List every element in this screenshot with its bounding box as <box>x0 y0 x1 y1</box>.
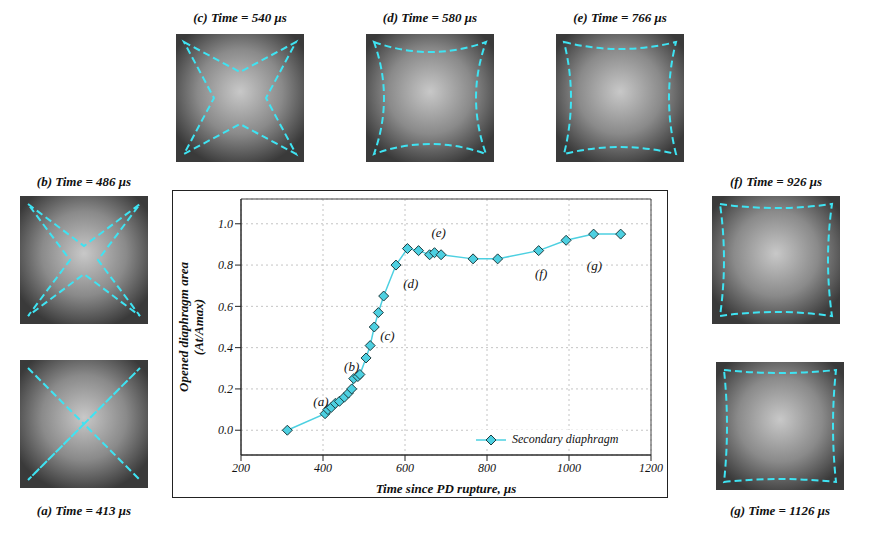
svg-text:(d): (d) <box>403 276 418 291</box>
html-text:Secondary diaphragm: Secondary diaphragm <box>512 432 619 446</box>
html-text:(g) Time = 1126 μs: (g) Time = 1126 μs <box>730 503 830 518</box>
html-text:(a) Time = 413 μs: (a) Time = 413 μs <box>36 503 132 518</box>
html-text:(e) Time = 766 μs: (e) Time = 766 μs <box>573 10 667 25</box>
svg-text:(a): (a) <box>313 394 328 409</box>
svg-text:0.2: 0.2 <box>218 382 233 396</box>
html-text:(c) Time = 540 μs: (c) Time = 540 μs <box>193 10 287 25</box>
svg-text:0.8: 0.8 <box>218 258 233 272</box>
html-text:Opened diaphragm area: Opened diaphragm area <box>176 262 191 392</box>
svg-text:0.4: 0.4 <box>218 341 233 355</box>
svg-text:(e): (e) <box>431 225 445 240</box>
html-text:(b) Time = 486 μs: (b) Time = 486 μs <box>36 174 132 189</box>
svg-text:(g): (g) <box>587 258 602 273</box>
html-text:(d) Time = 580 μs: (d) Time = 580 μs <box>382 10 478 25</box>
svg-text:0.0: 0.0 <box>218 423 233 437</box>
svg-text:Time since PD rupture, μs: Time since PD rupture, μs <box>376 481 517 496</box>
svg-text:(b): (b) <box>344 359 359 374</box>
svg-text:1200: 1200 <box>639 461 663 475</box>
svg-text:1000: 1000 <box>557 461 581 475</box>
svg-text:(f): (f) <box>535 266 547 281</box>
svg-text:800: 800 <box>478 461 496 475</box>
svg-text:1.0: 1.0 <box>218 217 233 231</box>
html-text:(f) Time = 926 μs: (f) Time = 926 μs <box>729 174 823 189</box>
svg-text:400: 400 <box>314 461 332 475</box>
html-text:(At/Amax): (At/Amax) <box>191 298 206 356</box>
svg-text:(c): (c) <box>380 328 394 343</box>
svg-text:600: 600 <box>396 461 414 475</box>
svg-text:200: 200 <box>232 461 250 475</box>
svg-text:0.6: 0.6 <box>218 300 233 314</box>
